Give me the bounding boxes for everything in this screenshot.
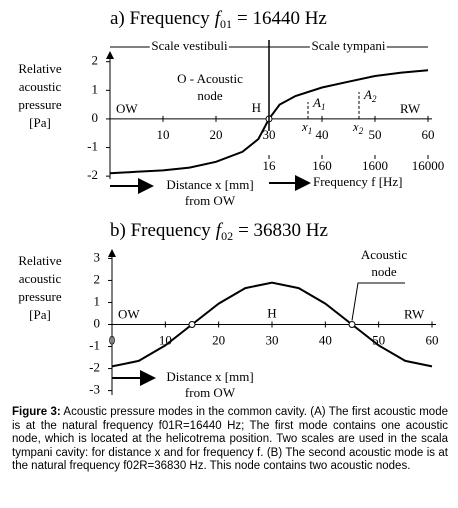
- scale-label: Scale vestibuli: [151, 38, 228, 53]
- marker-pos: x1: [301, 119, 312, 136]
- figure: a) Frequency f01 = 16440 HzRelativeacousti…: [18, 8, 445, 400]
- y-tick-label: -1: [87, 139, 98, 154]
- chart-title: a) Frequency f01 = 16440 Hz: [110, 8, 327, 30]
- ow-label: OW: [116, 101, 138, 116]
- marker-label: A1: [312, 95, 325, 112]
- y-tick-label: 1: [94, 293, 101, 308]
- marker-label: A2: [363, 87, 377, 104]
- y-tick-label: -1: [89, 338, 100, 353]
- y-tick-label: 1: [92, 81, 99, 96]
- scale-label: Scale tympani: [311, 38, 385, 53]
- marker-pos-sub: 2: [359, 126, 364, 136]
- h-label: H: [252, 100, 261, 115]
- y-tick-label: 3: [94, 249, 101, 264]
- x-tick-label: 30: [263, 127, 276, 142]
- title-part: 02: [221, 229, 233, 243]
- title-part: = 36830 Hz: [238, 220, 328, 241]
- node-label: node: [371, 264, 397, 279]
- x2-tick-label: 16: [263, 158, 277, 173]
- x-axis-label: Distance x [mm]: [166, 369, 253, 384]
- x-axis-label: from OW: [185, 385, 236, 400]
- marker-text: A: [312, 95, 321, 110]
- x2-tick-label: 16000: [412, 158, 445, 173]
- marker-pos-text: x: [352, 119, 359, 134]
- x2-tick-label: 160: [312, 158, 332, 173]
- title-part: f: [216, 220, 224, 241]
- caption: Figure 3: Acoustic pressure modes in the…: [12, 406, 448, 474]
- acoustic-node: [188, 321, 196, 328]
- y-axis-label: acoustic: [19, 271, 62, 286]
- x-axis-label: Distance x [mm]: [166, 177, 253, 192]
- x-tick-label: 0: [109, 332, 116, 347]
- x-tick-label: 60: [426, 332, 439, 347]
- h-label: H: [267, 305, 276, 320]
- x2-tick-label: 1600: [362, 158, 388, 173]
- data-line: [111, 281, 433, 368]
- node-label: node: [197, 88, 223, 103]
- x-tick-label: 30: [266, 332, 279, 347]
- y-axis-label: Relative: [18, 253, 62, 268]
- y-axis-label: pressure: [18, 289, 62, 304]
- acoustic-node: [348, 321, 356, 328]
- node-label: Acoustic: [361, 247, 407, 262]
- y-tick-label: 2: [94, 271, 101, 286]
- chart-title: b) Frequency f02 = 36830 Hz: [110, 220, 328, 242]
- title-part: 01: [220, 17, 232, 31]
- caption-label: Figure 3:: [12, 406, 61, 418]
- y-tick-label: 0: [92, 110, 99, 125]
- marker-text: A: [363, 87, 372, 102]
- y-axis-label: [Pa]: [29, 115, 51, 130]
- x-tick-label: 60: [422, 127, 435, 142]
- title-part: f: [215, 8, 223, 29]
- x-tick-label: 10: [157, 127, 170, 142]
- y-tick-label: -3: [89, 382, 100, 397]
- node-pointer: [351, 282, 405, 321]
- x-axis-label: from OW: [185, 193, 236, 208]
- node-label: O - Acoustic: [177, 71, 243, 86]
- title-part: b) Frequency: [110, 220, 211, 241]
- y-axis-label: Relative: [18, 61, 62, 76]
- marker-pos-text: x: [301, 119, 308, 134]
- x-tick-label: 50: [369, 127, 382, 142]
- y-axis-label: pressure: [18, 97, 62, 112]
- rw-label: RW: [400, 101, 421, 116]
- marker-sub: 1: [321, 102, 326, 112]
- marker-pos-sub: 1: [308, 126, 313, 136]
- y-tick-label: 2: [92, 53, 99, 68]
- ow-label: OW: [118, 306, 140, 321]
- y-axis-label: acoustic: [19, 79, 62, 94]
- title-part: a) Frequency: [110, 8, 210, 29]
- marker-pos: x2: [352, 119, 364, 136]
- caption-text: Acoustic pressure modes in the common ca…: [12, 406, 448, 473]
- y-tick-label: 0: [94, 315, 101, 330]
- x-tick-label: 40: [319, 332, 332, 347]
- x-tick-label: 40: [316, 127, 329, 142]
- x2-axis-label: Frequency f [Hz]: [313, 174, 403, 189]
- y-tick-label: -2: [89, 360, 100, 375]
- marker-sub: 2: [372, 94, 377, 104]
- x-tick-label: 20: [210, 127, 223, 142]
- y-axis-label: [Pa]: [29, 307, 51, 322]
- rw-label: RW: [404, 306, 425, 321]
- title-part: = 16440 Hz: [237, 8, 327, 29]
- x-tick-label: 20: [212, 332, 225, 347]
- y-tick-label: -2: [87, 167, 98, 182]
